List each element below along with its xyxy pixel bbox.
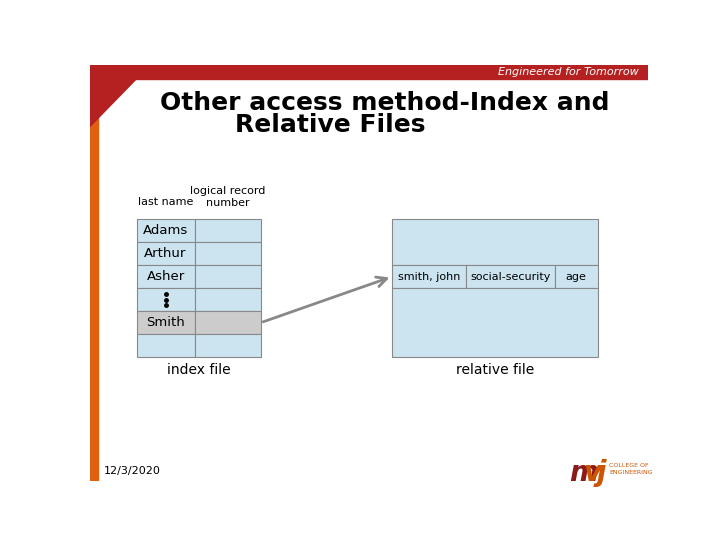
Text: logical record
number: logical record number [190, 186, 265, 208]
Text: Arthur: Arthur [145, 247, 186, 260]
Bar [194, 288, 261, 311]
Bar [194, 311, 261, 334]
Text: Relative Files: Relative Files [235, 113, 426, 137]
Text: social-security: social-security [470, 272, 551, 281]
Bar [137, 311, 194, 334]
Polygon shape [90, 79, 137, 126]
Text: age: age [566, 272, 587, 281]
Text: Adams: Adams [143, 224, 188, 237]
Text: 12/3/2020: 12/3/2020 [104, 467, 161, 476]
Text: Asher: Asher [146, 270, 185, 283]
Bar [194, 219, 261, 242]
Text: v: v [584, 459, 602, 487]
Text: index file: index file [167, 363, 230, 377]
Bar [137, 288, 194, 311]
Text: last name: last name [138, 197, 193, 207]
Text: Smith: Smith [146, 316, 185, 329]
Bar [466, 265, 555, 288]
Bar [392, 288, 598, 357]
Bar [555, 265, 598, 288]
Bar [194, 334, 261, 357]
Text: Other access method-Index and: Other access method-Index and [160, 91, 609, 116]
Bar [137, 334, 194, 357]
Text: m: m [569, 459, 598, 487]
Bar [137, 265, 194, 288]
Bar [137, 219, 194, 242]
Bar [90, 79, 98, 481]
Text: j: j [596, 459, 606, 487]
Text: COLLEGE OF
ENGINEERING: COLLEGE OF ENGINEERING [609, 463, 653, 475]
Bar [392, 219, 598, 265]
Bar [194, 242, 261, 265]
Text: smith, john: smith, john [398, 272, 460, 281]
Text: relative file: relative file [456, 363, 534, 377]
Bar [392, 265, 466, 288]
Bar [194, 265, 261, 288]
Bar [137, 242, 194, 265]
Text: Engineered for Tomorrow: Engineered for Tomorrow [498, 67, 639, 77]
Bar [90, 65, 648, 79]
